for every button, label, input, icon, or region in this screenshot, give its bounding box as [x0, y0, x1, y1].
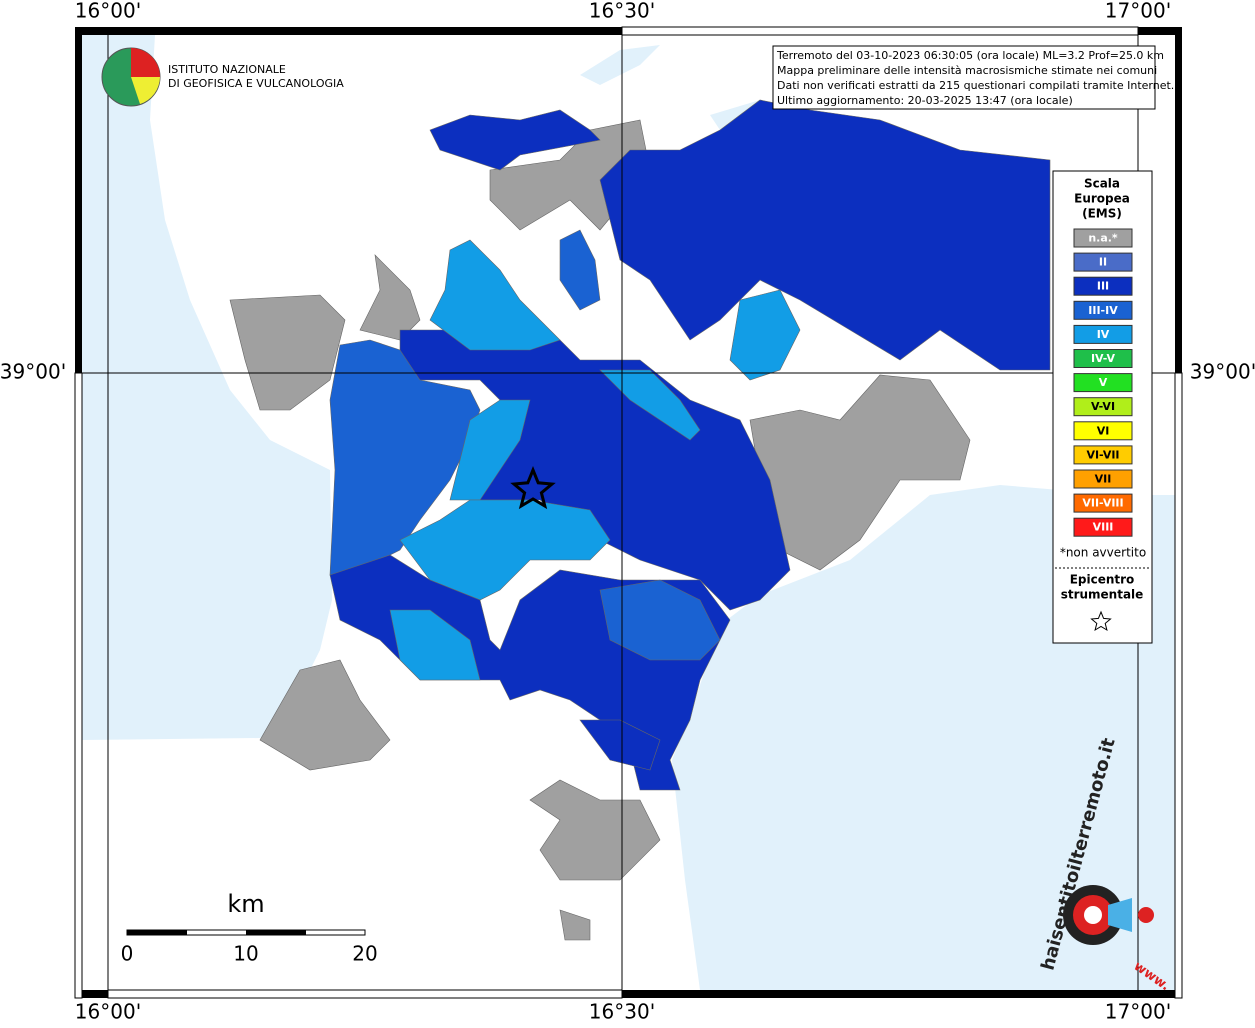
legend-label: II [1099, 256, 1107, 269]
legend-epicenter: strumentale [1061, 588, 1144, 602]
intensity-area [329, 339, 481, 576]
legend-swatch [1073, 252, 1133, 272]
scale-label: 10 [233, 942, 258, 966]
legend-swatch [1073, 373, 1133, 393]
lon-label: 16°30' [589, 0, 655, 23]
intensity-area [389, 609, 481, 681]
institute-name: DI GEOFISICA E VULCANOLOGIA [168, 77, 344, 90]
legend-swatch [1073, 349, 1133, 368]
intensity-area [449, 399, 531, 501]
legend-title: Europea [1074, 192, 1130, 206]
intensity-area [729, 289, 801, 381]
legend-title: Scala [1084, 177, 1120, 191]
legend-swatch [1073, 421, 1133, 441]
intensity-area [599, 369, 701, 441]
lon-label: 17°00' [1105, 1000, 1171, 1024]
intensity-area [559, 909, 591, 941]
info-line: Ultimo aggiornamento: 20-03-2025 13:47 (… [777, 94, 1073, 107]
institute-name: ISTITUTO NAZIONALE [168, 63, 286, 76]
intensity-area [529, 779, 661, 881]
legend-label: VII-VIII [1082, 497, 1123, 510]
legend-swatch [1073, 469, 1133, 489]
legend-label: VII [1095, 473, 1112, 486]
legend-label: IV [1097, 328, 1110, 341]
intensity-area [599, 99, 1051, 371]
legend-label: VI [1097, 424, 1110, 437]
regions [229, 99, 1051, 941]
legend-label: IV-V [1091, 352, 1116, 365]
info-line: Dati non verificati estratti da 215 ques… [777, 79, 1174, 92]
legend-swatch [1073, 276, 1133, 296]
lon-label: 17°00' [1105, 0, 1171, 23]
frame [74, 26, 1183, 999]
scale-label: 0 [121, 942, 134, 966]
intensity-area [229, 294, 346, 411]
legend-swatch [1073, 228, 1133, 248]
intensity-area [429, 239, 561, 351]
scale-unit: km [227, 890, 264, 918]
legend-label: III [1097, 280, 1109, 293]
legend-swatch [1073, 493, 1133, 513]
epicenter [510, 466, 556, 510]
legend-swatch [1073, 324, 1133, 344]
legend-swatch [1073, 300, 1133, 320]
legend: Scala Europea (EMS) *non avvertito Epice… [1052, 170, 1153, 644]
ingv-logo: ISTITUTO NAZIONALE DI GEOFISICA E VULCAN… [101, 47, 344, 107]
intensity-area [599, 579, 721, 661]
legend-title: (EMS) [1082, 207, 1122, 221]
info-line: Terremoto del 03-10-2023 06:30:05 (ora l… [776, 49, 1164, 62]
sea-west [82, 35, 332, 740]
legend-label: n.a.* [1088, 232, 1118, 245]
intensity-area [559, 229, 601, 311]
scale-bar: km 0 10 20 [121, 890, 378, 966]
legend-swatch [1073, 517, 1133, 537]
lat-label: 39°00' [0, 360, 66, 384]
legend-note: *non avvertito [1060, 546, 1146, 560]
scale-label: 20 [352, 942, 377, 966]
sea-east [672, 485, 1175, 990]
lake [580, 45, 660, 85]
intensity-area [259, 659, 391, 771]
intensity-area [429, 109, 601, 171]
legend-label: VIII [1093, 521, 1114, 534]
lon-label: 16°00' [75, 1000, 141, 1024]
info-line: Mappa preliminare delle intensità macros… [777, 64, 1157, 77]
legend-epicenter: Epicentro [1070, 573, 1135, 587]
legend-swatch [1073, 397, 1133, 417]
legend-label: V-VI [1091, 400, 1115, 413]
legend-label: V [1099, 376, 1108, 389]
intensity-area [579, 719, 661, 771]
legend-label: III-IV [1088, 304, 1118, 317]
lon-label: 16°00' [75, 0, 141, 23]
legend-swatch [1073, 445, 1133, 465]
lat-label: 39°00' [1190, 360, 1255, 384]
lon-label: 16°30' [589, 1000, 655, 1024]
info-box: Terremoto del 03-10-2023 06:30:05 (ora l… [772, 45, 1174, 110]
legend-label: VI-VII [1086, 448, 1119, 461]
